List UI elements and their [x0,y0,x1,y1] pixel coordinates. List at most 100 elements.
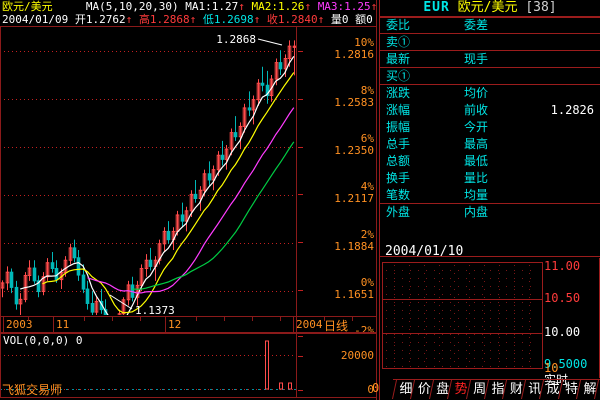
time-axis-major-tick [53,317,54,332]
ma3-label: MA3:1.25 [317,0,371,13]
price-axis-percent: 6% [360,132,374,146]
time-axis-minor-tick [140,317,141,321]
quote-field-label: 总额 [386,154,411,168]
low-arrow-icon: ↑ [253,13,261,26]
time-axis-minor-tick [252,317,253,321]
ma3-arrow-icon: ↑ [370,0,378,13]
tab-7[interactable]: 讯 [528,382,542,397]
tab-0[interactable]: 细 [399,382,413,397]
period-label[interactable]: 日线 [324,319,349,333]
volume-bottom-divider [0,397,377,398]
time-axis-minor-tick [352,317,353,321]
quote-row[interactable]: 卖① [380,34,600,51]
volume-chart[interactable] [0,333,296,397]
open-label: 开1.2762 [74,13,126,26]
quote-field-label: 笔数 [386,188,411,202]
quote-row[interactable]: 买① [380,68,600,85]
price-axis-percent: 0% [360,275,374,289]
pane-right-border [376,0,377,400]
quote-field-label: 量比 [464,171,489,185]
time-axis-label: 12 [168,318,182,331]
high-arrow-icon: ↑ [189,13,197,26]
quote-row[interactable]: 委比 委差 [380,17,600,34]
tab-6[interactable]: 财 [509,382,523,397]
amount-label: 额0 [355,13,373,26]
chart-symbol-label: 欧元/美元 [2,0,53,13]
quote-field-label: 换手 [386,171,411,185]
minichart-axis-label: 10.50 [544,291,581,305]
price-axis-value: 1.1884 [334,239,374,253]
price-axis-tick [298,242,303,243]
time-axis-minor-tick [324,317,325,321]
quote-field-label: 总手 [386,137,411,151]
volume-axis-divider [296,333,297,397]
close-label: 收1.2840 [266,13,318,26]
time-axis-major-tick [293,317,294,332]
time-axis-minor-tick [224,317,225,321]
price-axis: 10% 1.2816 8% 1.2583 6% 1.2350 4% 1.2117 2% 1.188… [298,27,376,337]
chart-axis-divider [296,27,297,332]
quote-date-label: 2004/01/09 [2,13,69,26]
minichart-axis-label: 9.5000 [544,357,588,371]
quote-index: [38] [525,0,557,15]
volume-axis-tick [298,356,303,357]
tab-2[interactable]: 盘 [436,382,450,397]
time-axis-major-tick [3,317,4,332]
time-axis-minor-tick [196,317,197,321]
quote-row[interactable]: 振幅 今开 [380,119,600,136]
quote-row[interactable]: 涨跌 均价 [380,85,600,102]
tab-5[interactable]: 指 [491,382,505,397]
volume-axis-tick [298,390,303,391]
price-axis-tick [298,290,303,291]
minichart-axis-label: 10.00 [544,325,581,339]
time-axis-minor-tick [280,317,281,321]
ma2-arrow-icon: ↑ [304,0,312,13]
chart-header-ohlc-line: 2004/01/09 开1.2762↑ 高1.2868↑ 低1.2698↑ 收1… [2,13,373,26]
tab-1[interactable]: 价 [417,382,431,397]
price-axis-percent: 8% [360,84,374,98]
minichart-axis-label: 11.00 [544,259,581,273]
close-arrow-icon: ↑ [317,13,325,26]
price-axis-value: 1.2117 [334,191,374,205]
price-axis-percent: 2% [360,227,374,241]
price-axis-value: 1.2583 [334,96,374,110]
quote-title-bar: EUR 欧元/美元 [38] [380,0,600,17]
quote-row[interactable]: 总额 最低 [380,153,600,170]
time-axis-label: 11 [56,318,70,331]
quote-field-label: 涨幅 [386,103,411,117]
quote-row[interactable]: 总手 最高 [380,136,600,153]
time-axis: 2003 11 12 2004 [0,316,376,334]
quote-field-value: 1.2826 [550,103,594,117]
quote-field-label: 均量 [464,188,489,202]
ma1-arrow-icon: ↑ [238,0,245,13]
quote-row[interactable]: 外盘 内盘 [380,204,600,221]
candlestick-chart[interactable]: 1.2868 1.1373 [0,27,296,315]
quote-field-label: 最新 [386,52,411,66]
tab-3[interactable]: 势 [454,382,468,397]
tab-8[interactable]: 成 [546,382,560,397]
bottom-tab-bar: 细价盘势周指财讯成特解 [379,379,600,400]
tab-10[interactable]: 解 [583,382,597,397]
quote-field-label: 今开 [464,120,489,134]
quote-row[interactable]: 笔数 均量 [380,187,600,204]
price-axis-tick [298,147,303,148]
ma2-label: MA2:1.26 [251,0,305,13]
volume-indicator-title: VOL(0,0,0) 0 [3,334,83,347]
price-axis-value: 1.2350 [334,144,374,158]
tab-4[interactable]: 周 [473,382,487,397]
quote-row[interactable]: 最新 现手 [380,51,600,68]
minichart-date: 2004/01/10 [385,244,464,259]
time-axis-minor-tick [84,317,85,321]
quote-pane [379,0,600,400]
volume-top-divider [0,332,377,333]
intraday-minichart[interactable]: 11.00 10.50 10.00 9.5000 10 实时 [380,258,600,387]
tab-bar-top-border [393,379,600,380]
quote-row[interactable]: 涨幅 前收 1.2826 [380,102,600,119]
low-label: 低1.2698 [202,13,254,26]
app-watermark: 飞狐交易师 [2,383,63,397]
price-axis-value: 1.2816 [334,48,374,62]
time-axis-label: 2004 [296,318,323,331]
tab-9[interactable]: 特 [565,382,579,397]
svg-text:1.1373: 1.1373 [135,304,175,315]
quote-row[interactable]: 换手 量比 [380,170,600,187]
